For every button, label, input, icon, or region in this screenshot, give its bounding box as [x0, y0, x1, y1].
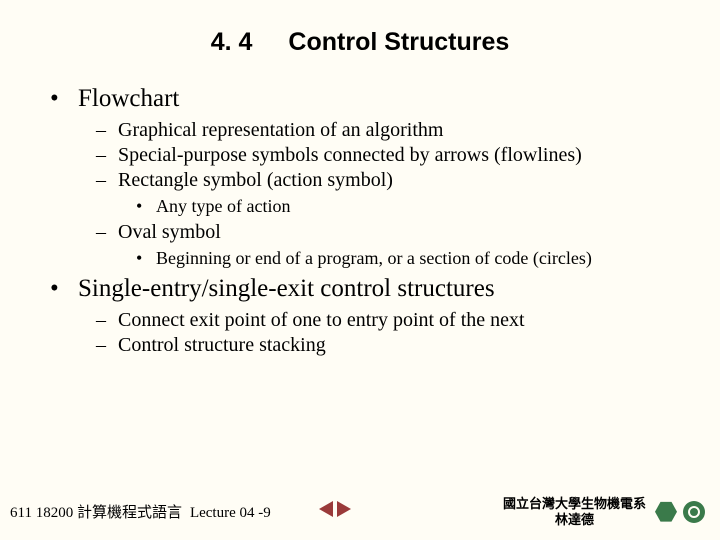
bullet-text: Graphical representation of an algorithm: [118, 119, 443, 141]
nav-arrows: [319, 501, 351, 517]
bullet-lvl2: Control structure stacking: [96, 334, 690, 357]
footer-left: 611 18200 計算機程式語言 Lecture 04 -9: [10, 501, 351, 522]
bullet-lvl2: Special-purpose symbols connected by arr…: [96, 144, 690, 167]
institution-line2: 林達德: [503, 512, 646, 528]
hex-logo-icon: [654, 500, 678, 524]
bullet-text: Control structure stacking: [118, 334, 326, 356]
bullet-text: Any type of action: [156, 196, 290, 216]
institution-block: 國立台灣大學生物機電系 林達德: [503, 496, 646, 529]
bullet-text: Beginning or end of a program, or a sect…: [156, 248, 592, 268]
bullet-lvl2: Rectangle symbol (action symbol) Any typ…: [96, 169, 690, 217]
bullet-lvl2: Graphical representation of an algorithm: [96, 119, 690, 142]
bullet-text: Single-entry/single-exit control structu…: [78, 275, 495, 302]
bullet-lvl2: Connect exit point of one to entry point…: [96, 309, 690, 332]
bullet-text: Special-purpose symbols connected by arr…: [118, 144, 582, 166]
footer-right: 國立台灣大學生物機電系 林達德: [503, 496, 706, 529]
bullet-lvl1: Single-entry/single-exit control structu…: [50, 275, 690, 357]
course-code: 611 18200 計算機程式語言: [10, 501, 182, 522]
slide-title: 4. 4 Control Structures: [0, 0, 720, 85]
slide-content: Flowchart Graphical representation of an…: [0, 85, 720, 357]
section-name: Control Structures: [288, 28, 509, 57]
bullet-text: Flowchart: [78, 85, 179, 112]
bullet-lvl1: Flowchart Graphical representation of an…: [50, 85, 690, 269]
bullet-text: Rectangle symbol (action symbol): [118, 169, 393, 191]
logo-group: [654, 500, 706, 524]
gear-logo-icon: [682, 500, 706, 524]
bullet-text: Oval symbol: [118, 221, 221, 243]
next-arrow-icon[interactable]: [337, 501, 351, 517]
prev-arrow-icon[interactable]: [319, 501, 333, 517]
bullet-text: Connect exit point of one to entry point…: [118, 309, 525, 331]
bullet-lvl2: Oval symbol Beginning or end of a progra…: [96, 221, 690, 269]
bullet-lvl3: Beginning or end of a program, or a sect…: [136, 248, 690, 269]
institution-line1: 國立台灣大學生物機電系: [503, 496, 646, 512]
bullet-lvl3: Any type of action: [136, 196, 690, 217]
section-number: 4. 4: [211, 28, 253, 57]
slide-footer: 611 18200 計算機程式語言 Lecture 04 -9 國立台灣大學生物…: [0, 496, 720, 529]
lecture-number: Lecture 04 -9: [190, 505, 271, 522]
